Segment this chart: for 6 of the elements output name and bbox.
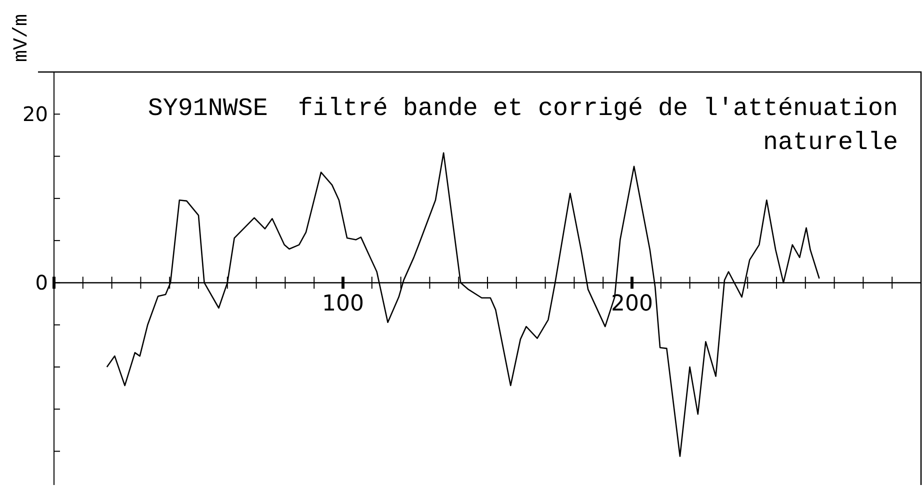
y-axis-title: mV/m bbox=[10, 14, 34, 62]
text: SY91NWSE filtré bande et corrigé de l'atténuation naturelle bbox=[146, 93, 898, 159]
x-tick-label: 100 bbox=[322, 292, 364, 317]
y-tick-label: 0 bbox=[35, 270, 48, 295]
x-tick-label: 200 bbox=[611, 292, 653, 317]
y-tick-label: 20 bbox=[22, 102, 48, 126]
